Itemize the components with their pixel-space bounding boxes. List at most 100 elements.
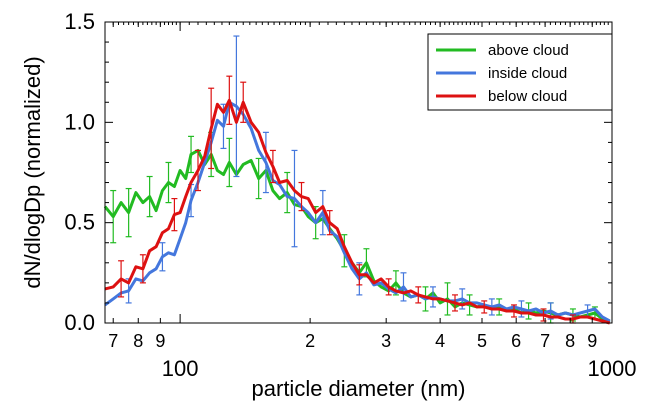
- data-point: [216, 103, 219, 105]
- data-point: [564, 318, 566, 320]
- data-point: [527, 312, 530, 314]
- data-point: [322, 212, 324, 214]
- data-point: [167, 228, 170, 230]
- series-below-cloud: [104, 75, 611, 325]
- data-point: [173, 214, 176, 216]
- data-point: [204, 155, 206, 158]
- data-point: [594, 318, 596, 320]
- data-point: [609, 320, 611, 322]
- x-minor-tick-label: 5: [477, 331, 487, 351]
- data-point: [128, 212, 130, 214]
- series-line: [104, 98, 611, 325]
- data-point: [242, 101, 244, 103]
- data-point: [410, 290, 412, 292]
- data-point: [185, 177, 187, 180]
- y-tick-label: 0.5: [64, 210, 95, 235]
- data-point: [520, 312, 523, 314]
- data-point: [322, 206, 324, 208]
- data-point: [112, 216, 114, 218]
- data-point: [307, 212, 309, 214]
- y-tick-label: 1.0: [64, 109, 95, 134]
- data-point: [155, 210, 157, 212]
- data-point: [550, 310, 552, 312]
- data-point: [505, 308, 508, 310]
- data-point: [258, 149, 260, 152]
- data-point: [483, 306, 485, 308]
- data-point: [365, 274, 368, 276]
- data-point: [112, 286, 114, 288]
- legend-label-above-cloud: above cloud: [488, 42, 569, 59]
- data-point: [272, 165, 274, 168]
- data-point: [258, 131, 260, 133]
- data-point: [380, 286, 382, 288]
- data-point: [272, 189, 274, 192]
- data-point: [128, 282, 130, 284]
- data-point: [142, 202, 144, 204]
- x-minor-tick-label: 4: [435, 331, 445, 351]
- data-point: [265, 151, 267, 154]
- data-point: [535, 314, 537, 316]
- data-point: [235, 121, 238, 123]
- data-point: [513, 310, 515, 312]
- data-point: [197, 169, 199, 172]
- data-point: [179, 212, 181, 214]
- data-point: [242, 163, 244, 166]
- data-point: [343, 252, 345, 254]
- data-point: [112, 298, 114, 300]
- data-point: [439, 302, 441, 304]
- legend-label-inside-cloud: inside cloud: [488, 65, 567, 82]
- data-point: [380, 282, 382, 284]
- x-minor-tick-label: 8: [565, 331, 575, 351]
- data-point: [120, 202, 122, 204]
- data-point: [535, 308, 537, 310]
- data-point: [300, 195, 303, 198]
- data-point: [235, 105, 238, 107]
- data-point: [586, 310, 589, 312]
- data-point: [286, 195, 288, 198]
- x-minor-tick-label: 9: [587, 331, 597, 351]
- data-point: [190, 199, 192, 202]
- data-point: [542, 314, 545, 316]
- data-point: [286, 191, 288, 194]
- data-point: [351, 268, 353, 270]
- data-point: [395, 290, 397, 292]
- data-point: [173, 185, 176, 188]
- data-point: [329, 222, 331, 224]
- data-point: [432, 298, 434, 300]
- data-point: [365, 272, 368, 274]
- data-point: [535, 312, 537, 314]
- data-point: [135, 191, 137, 194]
- data-point: [307, 216, 309, 218]
- data-point: [498, 308, 500, 310]
- x-minor-tick-label: 8: [133, 331, 143, 351]
- data-point: [155, 268, 157, 270]
- y-tick-label: 0.0: [64, 310, 95, 335]
- data-point: [594, 312, 596, 314]
- data-point: [395, 292, 397, 294]
- data-point: [315, 222, 317, 224]
- data-point: [279, 181, 281, 184]
- x-minor-tick-label: 7: [108, 331, 118, 351]
- data-point: [395, 282, 397, 284]
- data-point: [550, 316, 552, 318]
- data-point: [204, 161, 206, 164]
- data-point: [601, 320, 603, 322]
- data-point: [410, 296, 412, 298]
- data-point: [286, 179, 288, 182]
- data-point: [446, 300, 449, 302]
- data-point: [258, 177, 260, 180]
- data-point: [279, 183, 281, 186]
- data-point: [279, 197, 281, 200]
- data-point: [161, 256, 164, 258]
- data-point: [307, 197, 309, 200]
- data-point: [520, 308, 523, 310]
- data-point: [179, 169, 181, 172]
- data-point: [343, 246, 345, 248]
- data-point: [149, 250, 151, 252]
- data-point: [336, 236, 338, 238]
- data-point: [365, 262, 368, 264]
- data-point: [373, 282, 375, 284]
- data-point: [351, 262, 353, 264]
